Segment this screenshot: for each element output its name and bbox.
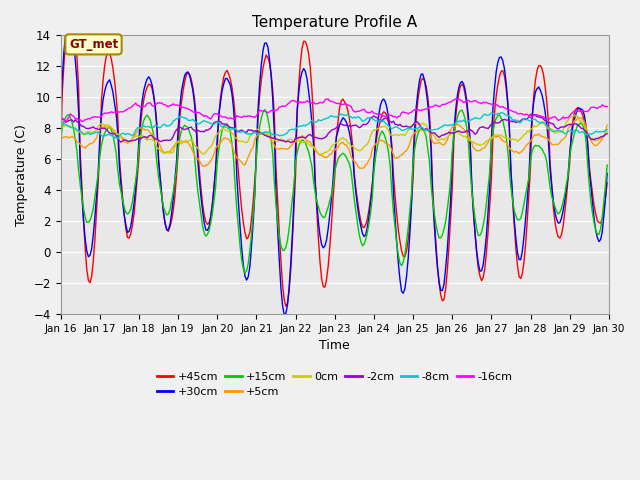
+30cm bbox=[280, 312, 288, 318]
-2cm bbox=[57, 117, 65, 122]
+45cm bbox=[67, 9, 74, 14]
+45cm bbox=[282, 303, 290, 309]
+45cm bbox=[367, 195, 374, 201]
0cm bbox=[571, 112, 579, 118]
+45cm bbox=[63, 24, 71, 29]
+5cm bbox=[57, 136, 65, 142]
+5cm bbox=[604, 122, 611, 128]
+30cm bbox=[57, 112, 65, 118]
+15cm bbox=[177, 128, 185, 134]
0cm bbox=[365, 138, 373, 144]
+45cm bbox=[57, 148, 65, 154]
+30cm bbox=[63, 22, 71, 28]
+30cm bbox=[367, 200, 374, 205]
-8cm bbox=[507, 115, 515, 120]
+5cm bbox=[357, 166, 365, 171]
+15cm bbox=[63, 112, 71, 118]
-8cm bbox=[365, 115, 373, 121]
Line: -8cm: -8cm bbox=[61, 112, 607, 139]
Y-axis label: Temperature (C): Temperature (C) bbox=[15, 124, 28, 226]
Line: -2cm: -2cm bbox=[61, 114, 607, 143]
-16cm bbox=[221, 114, 229, 120]
Line: +45cm: +45cm bbox=[61, 12, 607, 306]
0cm bbox=[604, 129, 611, 135]
-2cm bbox=[604, 131, 611, 136]
-16cm bbox=[57, 114, 65, 120]
Line: 0cm: 0cm bbox=[61, 115, 607, 155]
0cm bbox=[316, 152, 324, 158]
X-axis label: Time: Time bbox=[319, 339, 350, 352]
-8cm bbox=[114, 136, 122, 142]
0cm bbox=[512, 136, 520, 142]
Text: GT_met: GT_met bbox=[69, 38, 118, 51]
Line: +5cm: +5cm bbox=[61, 118, 607, 168]
+5cm bbox=[574, 115, 582, 120]
-16cm bbox=[514, 111, 522, 117]
+30cm bbox=[179, 80, 187, 86]
+15cm bbox=[604, 162, 611, 168]
+15cm bbox=[260, 107, 268, 112]
+30cm bbox=[221, 76, 229, 82]
-16cm bbox=[61, 120, 69, 125]
-16cm bbox=[179, 104, 187, 110]
Line: -16cm: -16cm bbox=[61, 99, 607, 122]
+15cm bbox=[57, 138, 65, 144]
-2cm bbox=[63, 119, 71, 125]
-2cm bbox=[177, 125, 185, 131]
0cm bbox=[63, 123, 71, 129]
+15cm bbox=[507, 185, 515, 191]
-8cm bbox=[63, 122, 71, 128]
+30cm bbox=[514, 250, 522, 255]
+5cm bbox=[177, 138, 185, 144]
+45cm bbox=[604, 180, 611, 186]
0cm bbox=[220, 126, 228, 132]
-8cm bbox=[57, 119, 65, 125]
+5cm bbox=[220, 135, 228, 141]
+15cm bbox=[241, 270, 249, 276]
+15cm bbox=[367, 210, 374, 216]
+5cm bbox=[512, 148, 520, 154]
-16cm bbox=[65, 114, 73, 120]
+45cm bbox=[179, 88, 187, 94]
-16cm bbox=[367, 109, 374, 115]
0cm bbox=[506, 135, 513, 141]
+30cm bbox=[65, 19, 73, 25]
0cm bbox=[177, 141, 185, 147]
+30cm bbox=[604, 170, 611, 176]
-8cm bbox=[221, 124, 229, 130]
+5cm bbox=[506, 145, 513, 151]
-2cm bbox=[220, 121, 228, 127]
-2cm bbox=[365, 119, 373, 124]
-8cm bbox=[514, 118, 522, 123]
+45cm bbox=[514, 262, 522, 268]
-8cm bbox=[497, 109, 505, 115]
+45cm bbox=[221, 70, 229, 75]
+30cm bbox=[507, 168, 515, 173]
Legend: +45cm, +30cm, +15cm, +5cm, 0cm, -2cm, -8cm, -16cm: +45cm, +30cm, +15cm, +5cm, 0cm, -2cm, -8… bbox=[152, 367, 517, 402]
-16cm bbox=[507, 108, 515, 113]
+5cm bbox=[365, 157, 373, 163]
+5cm bbox=[63, 134, 71, 140]
+45cm bbox=[507, 170, 515, 176]
+15cm bbox=[220, 123, 228, 129]
-2cm bbox=[528, 111, 536, 117]
-16cm bbox=[604, 104, 611, 109]
+15cm bbox=[514, 217, 522, 223]
Line: +30cm: +30cm bbox=[61, 22, 607, 315]
-16cm bbox=[323, 96, 330, 102]
-2cm bbox=[506, 119, 513, 124]
Line: +15cm: +15cm bbox=[61, 109, 607, 273]
0cm bbox=[57, 127, 65, 132]
-8cm bbox=[604, 126, 611, 132]
-2cm bbox=[287, 140, 294, 145]
Title: Temperature Profile A: Temperature Profile A bbox=[252, 15, 417, 30]
-2cm bbox=[512, 120, 520, 125]
-8cm bbox=[179, 115, 187, 120]
